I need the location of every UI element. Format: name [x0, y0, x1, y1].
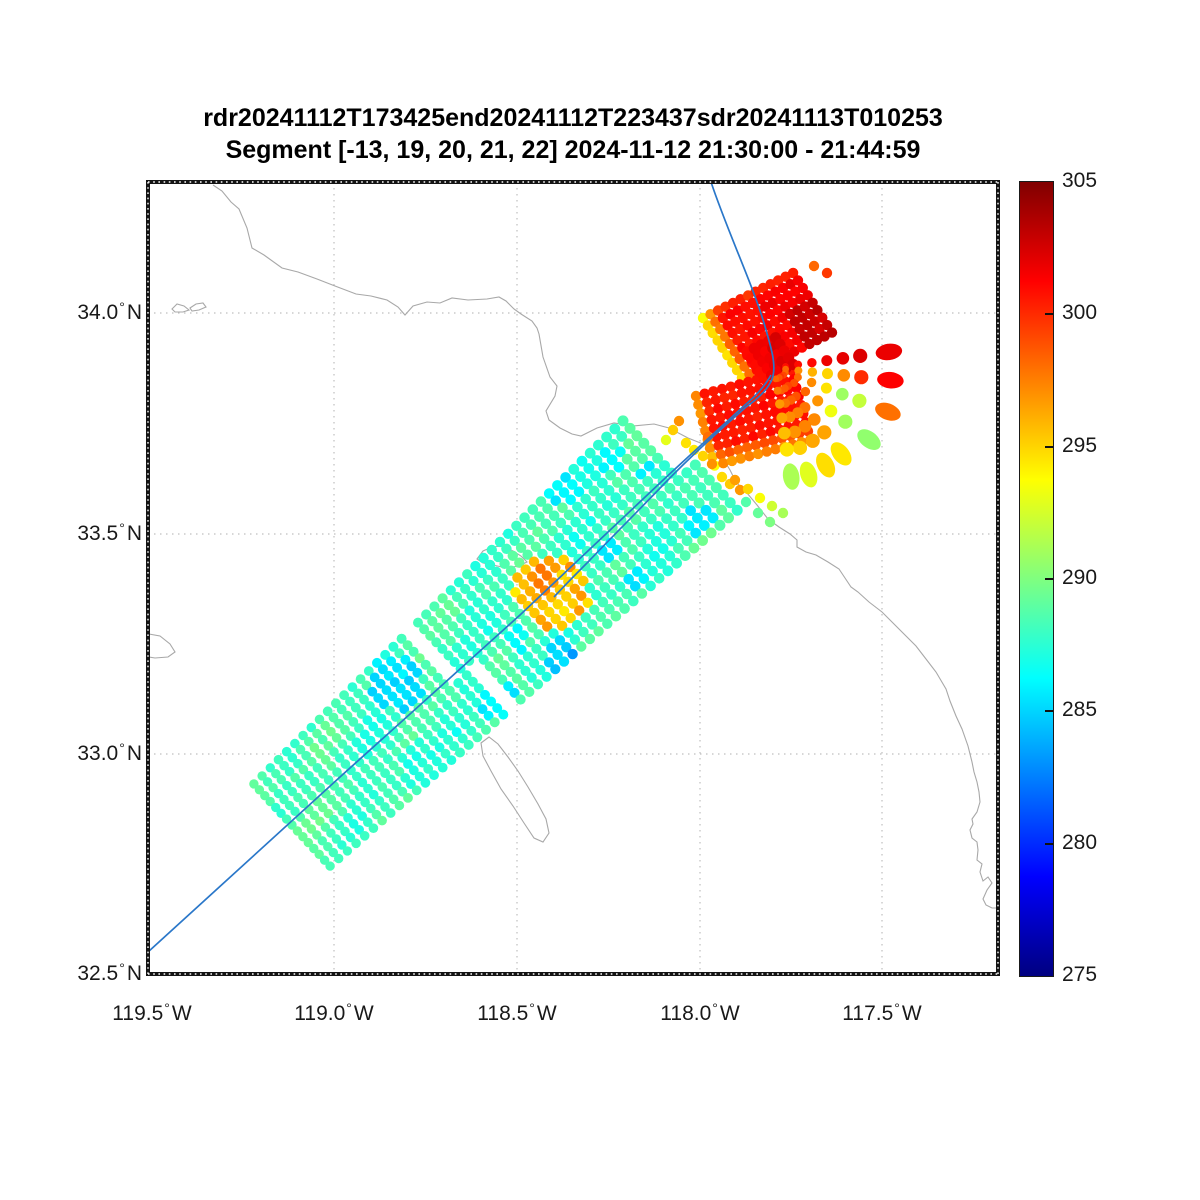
- hook-knot: [741, 332, 799, 385]
- colorbar-tick-mark: [1045, 842, 1053, 845]
- title-line-1: rdr20241112T173425end20241112T223437sdr2…: [203, 104, 943, 132]
- y-tick-label: 33.0°N: [77, 740, 142, 765]
- colorbar-tick-mark: [1045, 313, 1053, 316]
- colorbar-tick-mark: [1045, 710, 1053, 713]
- colorbar-tick-label: 305: [1062, 169, 1098, 192]
- colorbar-tick-mark: [1045, 578, 1053, 580]
- colorbar-tick-label: 285: [1062, 698, 1098, 722]
- colorbar-tick-label: 295: [1062, 433, 1098, 457]
- colorbar-tick-label: 290: [1062, 566, 1098, 589]
- title-line-2: Segment [-13, 19, 20, 21, 22] 2024-11-12…: [225, 136, 921, 164]
- ground-track-line: [147, 181, 775, 953]
- colorbar-tick-mark: [1045, 445, 1053, 448]
- x-tick-label: 119.5°W: [112, 1000, 192, 1025]
- axis-border: [146, 180, 1000, 976]
- scan-fan: [772, 343, 904, 490]
- colorbar: [1019, 181, 1054, 977]
- chart-title: rdr20241112T173425end20241112T223437sdr2…: [148, 102, 998, 166]
- colorbar-tick-label: 280: [1062, 830, 1098, 854]
- gridlines: [148, 182, 998, 974]
- colorbar-tick-label: 275: [1062, 963, 1098, 986]
- coastline: [148, 184, 998, 909]
- x-tick-label: 117.5°W: [842, 1000, 922, 1025]
- main-ocean-swath: [249, 415, 743, 871]
- y-tick-label: 33.5°N: [77, 520, 142, 545]
- colorbar-tick-label: 300: [1062, 301, 1098, 325]
- x-tick-label: 118.5°W: [477, 1000, 557, 1025]
- y-tick-label: 34.0°N: [77, 299, 142, 324]
- x-tick-label: 118.0°W: [660, 1000, 740, 1025]
- x-tick-label: 119.0°W: [294, 1000, 374, 1025]
- y-tick-label: 32.5°N: [77, 960, 142, 985]
